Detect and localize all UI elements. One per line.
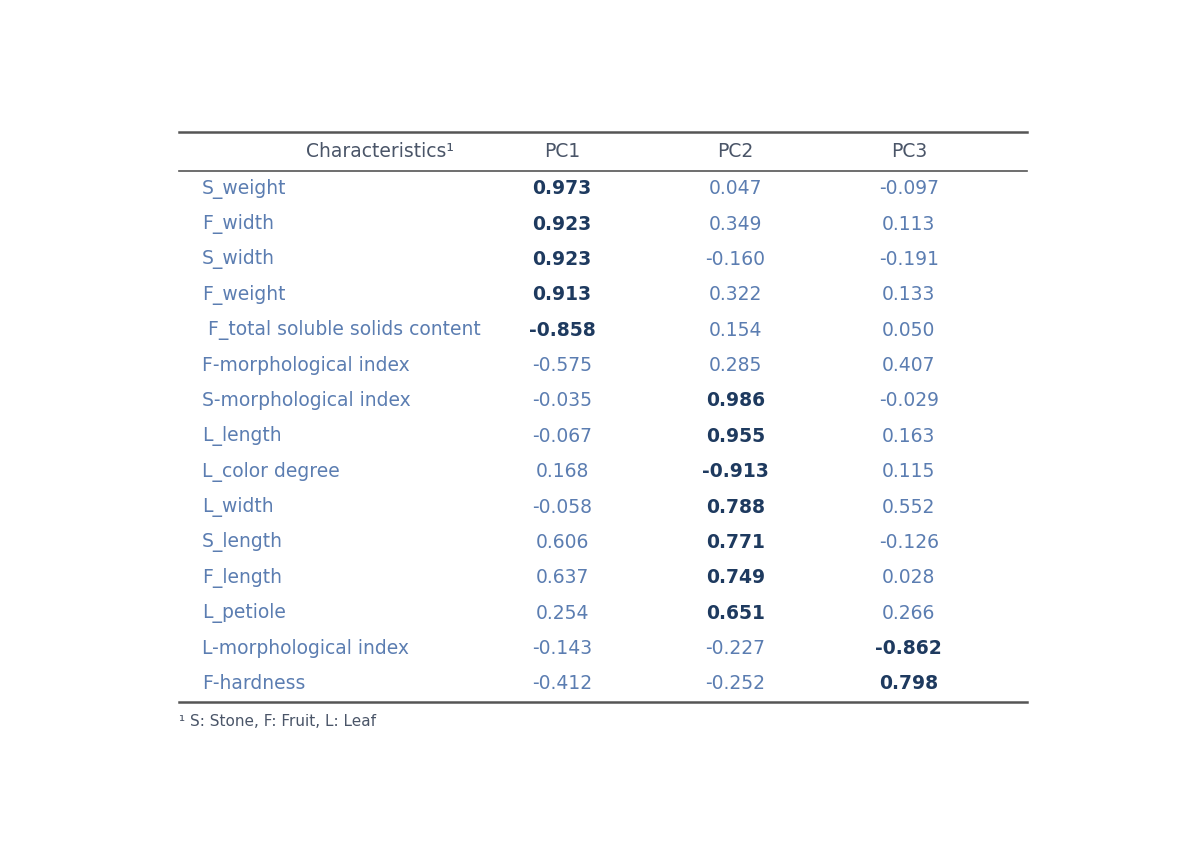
- Text: 0.651: 0.651: [706, 603, 765, 623]
- Text: 0.788: 0.788: [706, 498, 765, 517]
- Text: L_color degree: L_color degree: [202, 462, 340, 482]
- Text: S_weight: S_weight: [202, 179, 286, 198]
- Text: 0.986: 0.986: [706, 391, 765, 410]
- Text: 0.955: 0.955: [706, 427, 765, 446]
- Text: S_width: S_width: [202, 249, 275, 270]
- Text: 0.322: 0.322: [709, 285, 763, 305]
- Text: 0.163: 0.163: [882, 427, 936, 446]
- Text: L_width: L_width: [202, 497, 273, 517]
- Text: 0.349: 0.349: [709, 214, 763, 233]
- Text: -0.067: -0.067: [532, 427, 592, 446]
- Text: F-morphological index: F-morphological index: [202, 356, 410, 375]
- Text: 0.798: 0.798: [879, 675, 938, 694]
- Text: -0.126: -0.126: [879, 533, 939, 552]
- Text: -0.191: -0.191: [879, 250, 939, 269]
- Text: 0.771: 0.771: [706, 533, 765, 552]
- Text: -0.858: -0.858: [528, 321, 596, 340]
- Text: F_length: F_length: [202, 568, 281, 588]
- Text: -0.862: -0.862: [876, 639, 942, 658]
- Text: PC2: PC2: [717, 142, 753, 161]
- Text: 0.168: 0.168: [536, 462, 588, 481]
- Text: F_width: F_width: [202, 214, 274, 234]
- Text: -0.227: -0.227: [705, 639, 765, 658]
- Text: 0.552: 0.552: [882, 498, 936, 517]
- Text: 0.637: 0.637: [536, 568, 588, 587]
- Text: S-morphological index: S-morphological index: [202, 391, 411, 410]
- Text: -0.035: -0.035: [532, 391, 592, 410]
- Text: L-morphological index: L-morphological index: [202, 639, 408, 658]
- Text: 0.115: 0.115: [882, 462, 936, 481]
- Text: 0.749: 0.749: [706, 568, 765, 587]
- Text: 0.047: 0.047: [709, 179, 763, 198]
- Text: 0.050: 0.050: [882, 321, 936, 340]
- Text: -0.913: -0.913: [701, 462, 769, 481]
- Text: L_petiole: L_petiole: [202, 603, 286, 623]
- Text: PC3: PC3: [891, 142, 927, 161]
- Text: 0.113: 0.113: [882, 214, 936, 233]
- Text: 0.606: 0.606: [536, 533, 588, 552]
- Text: 0.266: 0.266: [882, 603, 936, 623]
- Text: PC1: PC1: [544, 142, 580, 161]
- Text: -0.160: -0.160: [705, 250, 765, 269]
- Text: F_weight: F_weight: [202, 285, 285, 305]
- Text: ¹ S: Stone, F: Fruit, L: Leaf: ¹ S: Stone, F: Fruit, L: Leaf: [179, 714, 375, 728]
- Text: 0.913: 0.913: [533, 285, 592, 305]
- Text: -0.029: -0.029: [879, 391, 939, 410]
- Text: -0.412: -0.412: [532, 675, 592, 694]
- Text: 0.028: 0.028: [882, 568, 936, 587]
- Text: 0.154: 0.154: [709, 321, 763, 340]
- Text: 0.923: 0.923: [532, 214, 592, 233]
- Text: 0.407: 0.407: [882, 356, 936, 375]
- Text: 0.133: 0.133: [882, 285, 936, 305]
- Text: S_length: S_length: [202, 533, 282, 552]
- Text: 0.923: 0.923: [532, 250, 592, 269]
- Text: 0.254: 0.254: [536, 603, 588, 623]
- Text: -0.252: -0.252: [705, 675, 765, 694]
- Text: Characteristics¹: Characteristics¹: [306, 142, 453, 161]
- Text: -0.058: -0.058: [532, 498, 592, 517]
- Text: -0.143: -0.143: [532, 639, 592, 658]
- Text: L_length: L_length: [202, 426, 281, 446]
- Text: F_total soluble solids content: F_total soluble solids content: [202, 320, 480, 340]
- Text: 0.285: 0.285: [709, 356, 763, 375]
- Text: F-hardness: F-hardness: [202, 675, 305, 694]
- Text: 0.973: 0.973: [532, 179, 592, 198]
- Text: -0.575: -0.575: [532, 356, 592, 375]
- Text: -0.097: -0.097: [879, 179, 939, 198]
